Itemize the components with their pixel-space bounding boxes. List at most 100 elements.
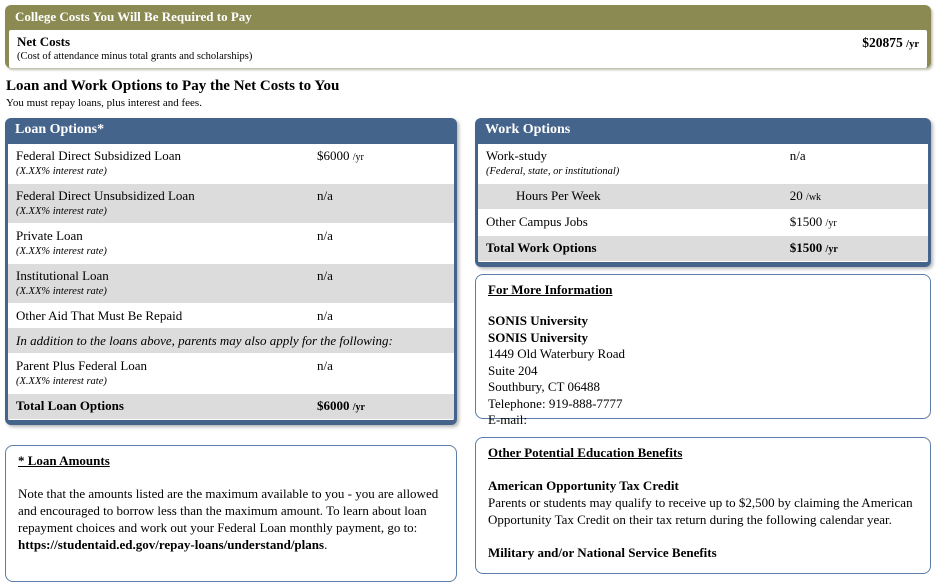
address-suite: Suite 204	[488, 362, 538, 378]
email-line: E-mail:	[488, 412, 527, 427]
net-costs-amount: $20875	[862, 35, 903, 50]
loan-row-institutional: Institutional Loan (X.XX% interest rate)…	[8, 264, 454, 304]
spacer	[18, 469, 444, 485]
loan-name: Parent Plus Federal Loan	[16, 358, 148, 373]
main-columns: Loan Options* Federal Direct Subsidized …	[5, 118, 931, 582]
work-amount: n/a	[789, 148, 806, 163]
parents-note: In addition to the loans above, parents …	[8, 328, 454, 354]
loan-row-label: Other Aid That Must Be Repaid	[16, 307, 317, 324]
loan-value: n/a	[317, 357, 446, 374]
loan-amount: n/a	[317, 268, 333, 283]
net-costs-sublabel: (Cost of attendance minus total grants a…	[17, 51, 253, 62]
work-name: Other Campus Jobs	[486, 214, 588, 229]
loan-row-label: Parent Plus Federal Loan (X.XX% interest…	[16, 357, 317, 390]
loan-amount: n/a	[317, 358, 333, 373]
loan-value: n/a	[317, 307, 446, 324]
work-row-label: Total Work Options	[486, 239, 790, 256]
loan-row-label: Total Loan Options	[16, 397, 317, 414]
loan-row-unsubsidized: Federal Direct Unsubsidized Loan (X.XX% …	[8, 184, 454, 224]
work-amount: $1500	[789, 240, 823, 255]
net-costs-unit: /yr	[906, 39, 919, 50]
loan-total-label: Total Loan Options	[16, 398, 124, 413]
loan-row-label: Federal Direct Unsubsidized Loan (X.XX% …	[16, 187, 317, 220]
loan-value: n/a	[317, 187, 446, 204]
spacer	[488, 528, 918, 544]
address-city: Southbury, CT 06488	[488, 379, 600, 394]
work-row-workstudy: Work-study (Federal, state, or instituti…	[478, 144, 928, 184]
loan-amount: n/a	[317, 228, 333, 243]
loan-row-label: Federal Direct Subsidized Loan (X.XX% in…	[16, 147, 317, 180]
repayment-plans-link[interactable]: https://studentaid.ed.gov/repay-loans/un…	[18, 537, 325, 552]
more-info-title: For More Information	[488, 282, 613, 297]
work-row-label: Other Campus Jobs	[486, 213, 790, 230]
loan-row-other-aid: Other Aid That Must Be Repaid n/a	[8, 304, 454, 328]
work-sublabel: (Federal, state, or institutional)	[486, 166, 620, 177]
benefits-title: Other Potential Education Benefits	[488, 445, 683, 460]
military-heading: Military and/or National Service Benefit…	[488, 545, 717, 560]
work-unit: /yr	[825, 218, 837, 229]
work-value: $1500 /yr	[790, 213, 920, 232]
loan-amount: $6000	[317, 398, 350, 413]
loan-options-body: Federal Direct Subsidized Loan (X.XX% in…	[8, 144, 454, 420]
section-title: Loan and Work Options to Pay the Net Cos…	[6, 78, 340, 94]
loan-value: n/a	[317, 267, 446, 284]
work-total-value: $1500 /yr	[790, 239, 920, 258]
loan-amounts-box: * Loan Amounts Note that the amounts lis…	[5, 445, 457, 582]
loan-total-value: $6000 /yr	[317, 397, 446, 416]
work-value: n/a	[790, 147, 920, 164]
loan-amounts-title: * Loan Amounts	[18, 453, 110, 468]
loan-amounts-note: Note that the amounts listed are the max…	[18, 486, 439, 535]
loan-row-subsidized: Federal Direct Subsidized Loan (X.XX% in…	[8, 144, 454, 184]
aotc-heading: American Opportunity Tax Credit	[488, 478, 679, 493]
loan-unit: /yr	[352, 402, 365, 413]
net-costs-label: Net Costs	[17, 34, 71, 49]
work-total-label: Total Work Options	[486, 240, 597, 255]
loan-options-panel: Loan Options* Federal Direct Subsidized …	[5, 118, 457, 425]
work-options-panel: Work Options Work-study (Federal, state,…	[475, 118, 931, 267]
net-costs-row: Net Costs (Cost of attendance minus tota…	[9, 30, 927, 68]
address-street: 1449 Old Waterbury Road	[488, 346, 625, 361]
net-costs-labels: Net Costs (Cost of attendance minus tota…	[17, 34, 252, 63]
loan-value: n/a	[317, 227, 446, 244]
institution-name: SONIS University	[488, 313, 589, 328]
work-unit: /yr	[825, 244, 838, 255]
loan-name: Private Loan	[16, 228, 83, 243]
section-subtitle: You must repay loans, plus interest and …	[6, 97, 202, 109]
right-column: Work Options Work-study (Federal, state,…	[475, 118, 931, 574]
loan-total-row: Total Loan Options $6000 /yr	[8, 394, 454, 420]
work-row-hours: Hours Per Week 20 /wk	[478, 184, 928, 210]
left-column: Loan Options* Federal Direct Subsidized …	[5, 118, 457, 582]
loan-amount: n/a	[317, 188, 333, 203]
loan-name: Federal Direct Unsubsidized Loan	[16, 188, 195, 203]
institution-name-2: SONIS University	[488, 329, 589, 345]
more-info-box: For More Information SONIS University SO…	[475, 274, 931, 427]
work-amount: 20	[789, 188, 803, 203]
work-row-label: Hours Per Week	[486, 187, 790, 204]
spacer	[488, 461, 918, 477]
work-value: 20 /wk	[790, 187, 920, 206]
loan-amount: $6000	[317, 148, 350, 163]
college-costs-header: College Costs You Will Be Required to Pa…	[15, 9, 252, 24]
loan-name: Other Aid That Must Be Repaid	[16, 308, 183, 323]
loan-unit: /yr	[352, 152, 364, 163]
loan-interest-rate: (X.XX% interest rate)	[16, 166, 107, 177]
work-unit: /wk	[806, 192, 822, 203]
net-costs-value: $20875 /yr	[862, 34, 919, 51]
work-name: Work-study	[486, 148, 548, 163]
loan-interest-rate: (X.XX% interest rate)	[16, 376, 107, 387]
loan-interest-rate: (X.XX% interest rate)	[16, 286, 107, 297]
loan-interest-rate: (X.XX% interest rate)	[16, 246, 107, 257]
loan-name: Federal Direct Subsidized Loan	[16, 148, 181, 163]
loan-name: Institutional Loan	[16, 268, 109, 283]
work-total-row: Total Work Options $1500 /yr	[478, 236, 928, 262]
spacer	[488, 298, 918, 313]
aotc-text: Parents or students may qualify to recei…	[488, 495, 913, 527]
loan-amount: n/a	[317, 308, 333, 323]
loan-row-label: Institutional Loan (X.XX% interest rate)	[16, 267, 317, 300]
loan-interest-rate: (X.XX% interest rate)	[16, 206, 107, 217]
loan-amounts-period: .	[324, 537, 328, 552]
loan-row-private: Private Loan (X.XX% interest rate) n/a	[8, 224, 454, 264]
work-options-header: Work Options	[485, 122, 571, 137]
telephone-line: Telephone: 919-888-7777	[488, 395, 623, 411]
